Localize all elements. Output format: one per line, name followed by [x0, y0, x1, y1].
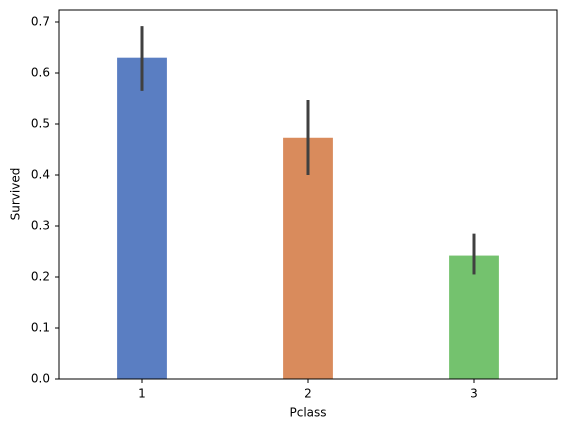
x-tick-label: 2	[304, 387, 312, 401]
x-tick-label: 3	[470, 387, 478, 401]
y-tick-label: 0.4	[31, 167, 50, 181]
y-tick-label: 0.2	[31, 269, 50, 283]
bar	[117, 57, 167, 379]
y-axis-label: Survived	[9, 168, 23, 221]
x-tick-label: 1	[138, 387, 146, 401]
y-tick-label: 0.3	[31, 218, 50, 232]
y-tick-label: 0.0	[31, 372, 50, 386]
y-tick-label: 0.1	[31, 320, 50, 334]
bar	[283, 137, 333, 379]
y-tick-label: 0.6	[31, 65, 50, 79]
x-axis-label: Pclass	[289, 406, 326, 420]
y-tick-label: 0.5	[31, 116, 50, 130]
plot-frame	[58, 9, 558, 380]
bar	[449, 255, 499, 379]
y-tick-label: 0.7	[31, 14, 50, 28]
